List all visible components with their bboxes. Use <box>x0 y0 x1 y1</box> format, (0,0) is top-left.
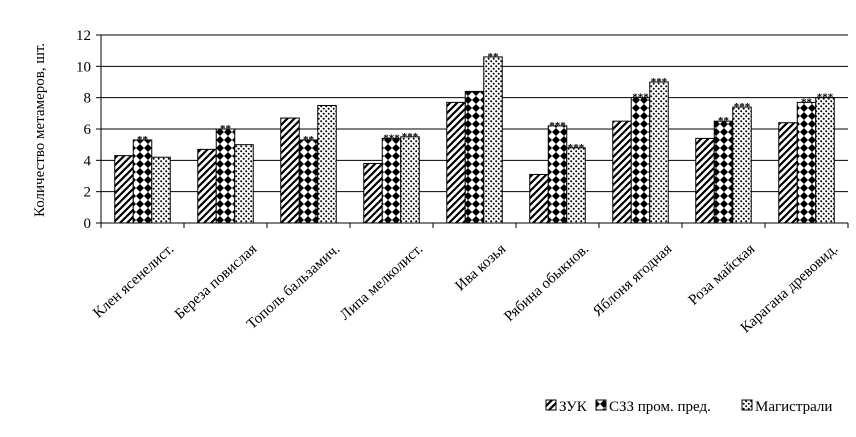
y-tick-label: 8 <box>84 91 92 107</box>
bar-0-0 <box>114 155 134 224</box>
y-tick-label: 10 <box>76 59 91 75</box>
significance-label: *** <box>568 142 585 154</box>
y-tick-label: 0 <box>84 216 92 232</box>
y-tick-label: 12 <box>76 28 91 44</box>
category-label: Береза повислая <box>172 241 260 323</box>
bar-0-2 <box>280 117 300 224</box>
y-axis-ticks: 0 2 4 6 8 10 12 <box>76 28 101 232</box>
bar-2-5 <box>566 147 586 224</box>
bar-2-1 <box>234 144 254 224</box>
bar-1-0 <box>132 139 153 224</box>
significance-label: ** <box>718 115 730 127</box>
bar-0-3 <box>363 162 383 224</box>
significance-label: *** <box>817 92 834 104</box>
bar-1-8 <box>796 101 817 224</box>
significance-label: *** <box>632 92 649 104</box>
bar-2-4 <box>483 56 503 224</box>
bar-0-4 <box>446 101 466 224</box>
bar-0-8 <box>778 122 798 224</box>
significance-label: ** <box>303 134 315 146</box>
y-tick-label: 2 <box>84 185 92 201</box>
category-label: Тополь бальзамич. <box>244 241 343 333</box>
legend-swatch <box>741 399 753 411</box>
significance-label: *** <box>549 120 566 132</box>
category-label: Липа мелколист. <box>337 241 426 323</box>
legend: ЗУК СЗЗ пром. пред. Магистрали <box>545 399 832 415</box>
category-label: Ива козья <box>453 241 510 294</box>
bar-0-6 <box>612 120 632 224</box>
y-tick-label: 6 <box>84 122 92 138</box>
significance-label: ** <box>488 51 500 63</box>
category-label: Рябина обыкнов. <box>501 241 592 325</box>
significance-label: *** <box>734 101 751 113</box>
bar-1-3 <box>381 137 402 224</box>
category-label: Яблоня ягодная <box>590 241 675 320</box>
legend-label: Магистрали <box>755 399 832 415</box>
significance-label: *** <box>402 131 419 143</box>
category-label: Клен ясенелист. <box>90 241 177 321</box>
significance-label: ** <box>220 123 232 135</box>
bar-2-3 <box>400 136 420 224</box>
y-tick-label: 4 <box>84 153 92 169</box>
bar-0-1 <box>197 148 217 224</box>
bar-1-1 <box>215 128 236 224</box>
category-label: Роза майская <box>686 241 759 309</box>
significance-label: *** <box>383 132 400 144</box>
bar-2-0 <box>151 156 171 224</box>
bar-2-8 <box>815 97 835 224</box>
bar-1-6 <box>630 97 651 224</box>
bar-1-2 <box>298 139 319 224</box>
bar-2-7 <box>732 106 752 224</box>
bar-1-5 <box>547 125 568 224</box>
significance-label: ** <box>137 134 149 146</box>
legend-label: ЗУК <box>559 399 588 415</box>
legend-label: СЗЗ пром. пред. <box>609 399 711 415</box>
bar-1-7 <box>713 120 734 224</box>
significance-annotations: ****** *** ********************** ** *** <box>137 51 834 154</box>
bar-series <box>114 56 835 224</box>
bar-0-5 <box>529 173 549 224</box>
significance-label: *** <box>651 76 668 88</box>
significance-label: ** <box>801 96 813 108</box>
legend-swatch <box>595 399 607 411</box>
bar-2-6 <box>649 81 669 224</box>
bar-1-4 <box>464 90 485 224</box>
y-axis-label: Количество метамеров, шт. <box>32 43 48 217</box>
axes <box>100 35 849 228</box>
bar-2-2 <box>317 105 337 224</box>
legend-swatch <box>545 399 557 411</box>
bar-0-7 <box>695 137 715 224</box>
